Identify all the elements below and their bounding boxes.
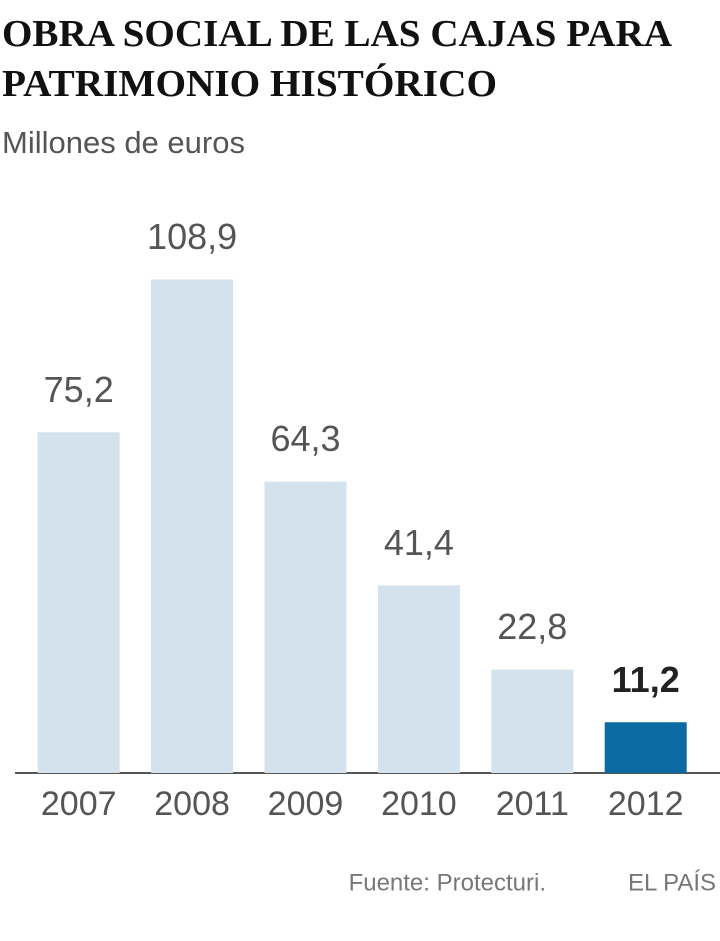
bar [377, 585, 460, 773]
value-label: 22,8 [497, 606, 567, 647]
value-label: 108,9 [147, 216, 237, 257]
x-tick-label: 2010 [381, 785, 457, 823]
x-tick-label: 2007 [41, 785, 117, 823]
bar [604, 722, 687, 773]
x-tick-label: 2009 [268, 785, 344, 823]
source: Fuente: Protecturi. [349, 869, 546, 896]
x-tick-label: 2008 [154, 785, 230, 823]
chart-title: PATRIMONIO HISTÓRICO [2, 63, 497, 105]
x-tick-label: 2011 [496, 785, 569, 823]
credit: EL PAÍS [628, 869, 716, 896]
chart-subtitle: Millones de euros [2, 125, 245, 160]
bar [264, 481, 347, 773]
value-label: 41,4 [384, 522, 454, 563]
value-label: 64,3 [270, 418, 340, 459]
bar [37, 432, 120, 773]
x-tick-label: 2012 [608, 785, 684, 823]
value-label: 11,2 [612, 659, 680, 700]
value-label: 75,2 [44, 369, 114, 410]
chart-title: OBRA SOCIAL DE LAS CAJAS PARA [2, 13, 673, 55]
bar [491, 669, 574, 773]
bar [151, 279, 234, 773]
